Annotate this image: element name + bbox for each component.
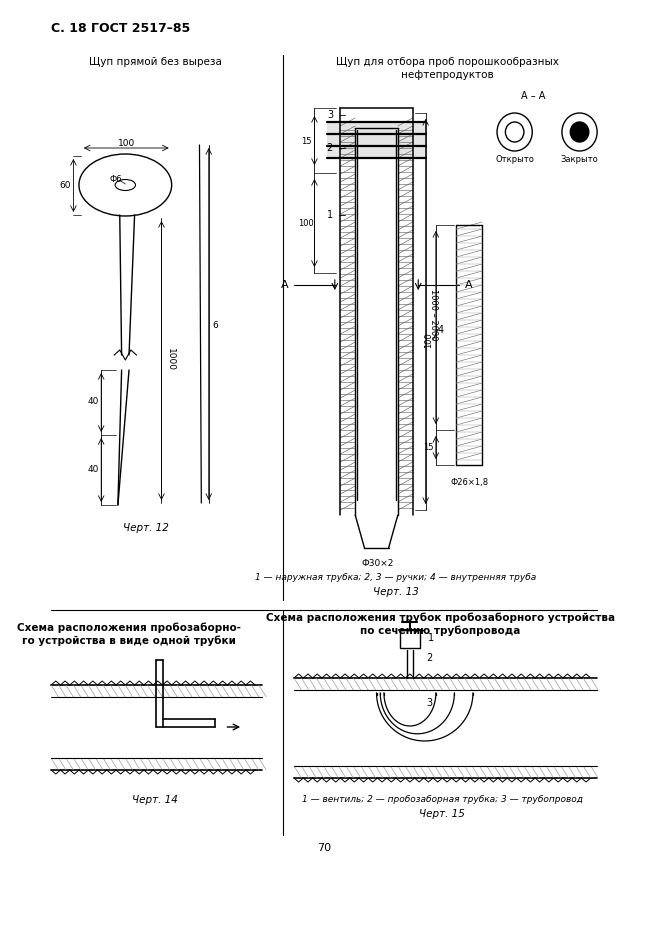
Text: 6: 6: [212, 320, 218, 329]
Text: 15: 15: [301, 137, 312, 145]
Text: 2: 2: [426, 653, 433, 663]
Text: по сечению трубопровода: по сечению трубопровода: [361, 626, 521, 636]
Text: 40: 40: [87, 398, 99, 406]
Text: Ф6: Ф6: [110, 174, 123, 183]
Text: Схема расположения трубок пробозаборного устройства: Схема расположения трубок пробозаборного…: [266, 613, 615, 623]
Text: 3: 3: [327, 110, 333, 120]
Text: Черт. 14: Черт. 14: [132, 795, 178, 805]
Text: 1000 – 2000: 1000 – 2000: [430, 289, 439, 341]
Text: 15: 15: [423, 444, 433, 452]
Text: 1000: 1000: [166, 348, 175, 372]
Text: нефтепродуктов: нефтепродуктов: [401, 70, 493, 80]
Bar: [328, 122, 426, 134]
Text: Щуп прямой без выреза: Щуп прямой без выреза: [88, 57, 221, 67]
Text: А: А: [464, 280, 472, 290]
Bar: [400, 630, 420, 648]
Text: 2: 2: [327, 143, 333, 153]
Text: Черт. 13: Черт. 13: [373, 587, 419, 597]
Text: Черт. 15: Черт. 15: [419, 809, 465, 819]
Text: 70: 70: [317, 843, 331, 853]
Text: Закрыто: Закрыто: [561, 155, 599, 165]
Text: 1 — вентиль; 2 — пробозаборная трубка; 3 — трубопровод: 1 — вентиль; 2 — пробозаборная трубка; 3…: [302, 796, 583, 805]
Text: 4: 4: [438, 325, 444, 335]
Text: Схема расположения пробозаборно-: Схема расположения пробозаборно-: [17, 622, 241, 634]
Text: 1: 1: [428, 633, 435, 643]
Text: го устройства в виде одной трубки: го устройства в виде одной трубки: [22, 636, 236, 646]
Text: 60: 60: [59, 181, 71, 189]
Text: Ф30×2: Ф30×2: [361, 559, 393, 567]
Text: Открыто: Открыто: [495, 155, 534, 165]
Text: 40: 40: [87, 465, 99, 475]
Text: 1: 1: [327, 210, 333, 220]
Text: А: А: [281, 280, 288, 290]
Text: 3: 3: [426, 698, 433, 708]
Text: Черт. 12: Черт. 12: [123, 523, 168, 533]
Text: Ф26×1,8: Ф26×1,8: [450, 478, 488, 488]
Text: 100: 100: [117, 139, 135, 149]
Bar: [328, 146, 426, 158]
Text: А – А: А – А: [521, 91, 546, 101]
Text: 1 — наружная трубка; 2, 3 — ручки; 4 — внутренняя труба: 1 — наружная трубка; 2, 3 — ручки; 4 — в…: [255, 574, 537, 582]
Text: Щуп для отбора проб порошкообразных: Щуп для отбора проб порошкообразных: [335, 57, 559, 67]
Text: 100: 100: [298, 218, 314, 227]
Bar: [328, 134, 426, 146]
Circle shape: [570, 122, 589, 142]
Text: 100: 100: [424, 332, 433, 348]
Text: С. 18 ГОСТ 2517–85: С. 18 ГОСТ 2517–85: [51, 22, 190, 35]
